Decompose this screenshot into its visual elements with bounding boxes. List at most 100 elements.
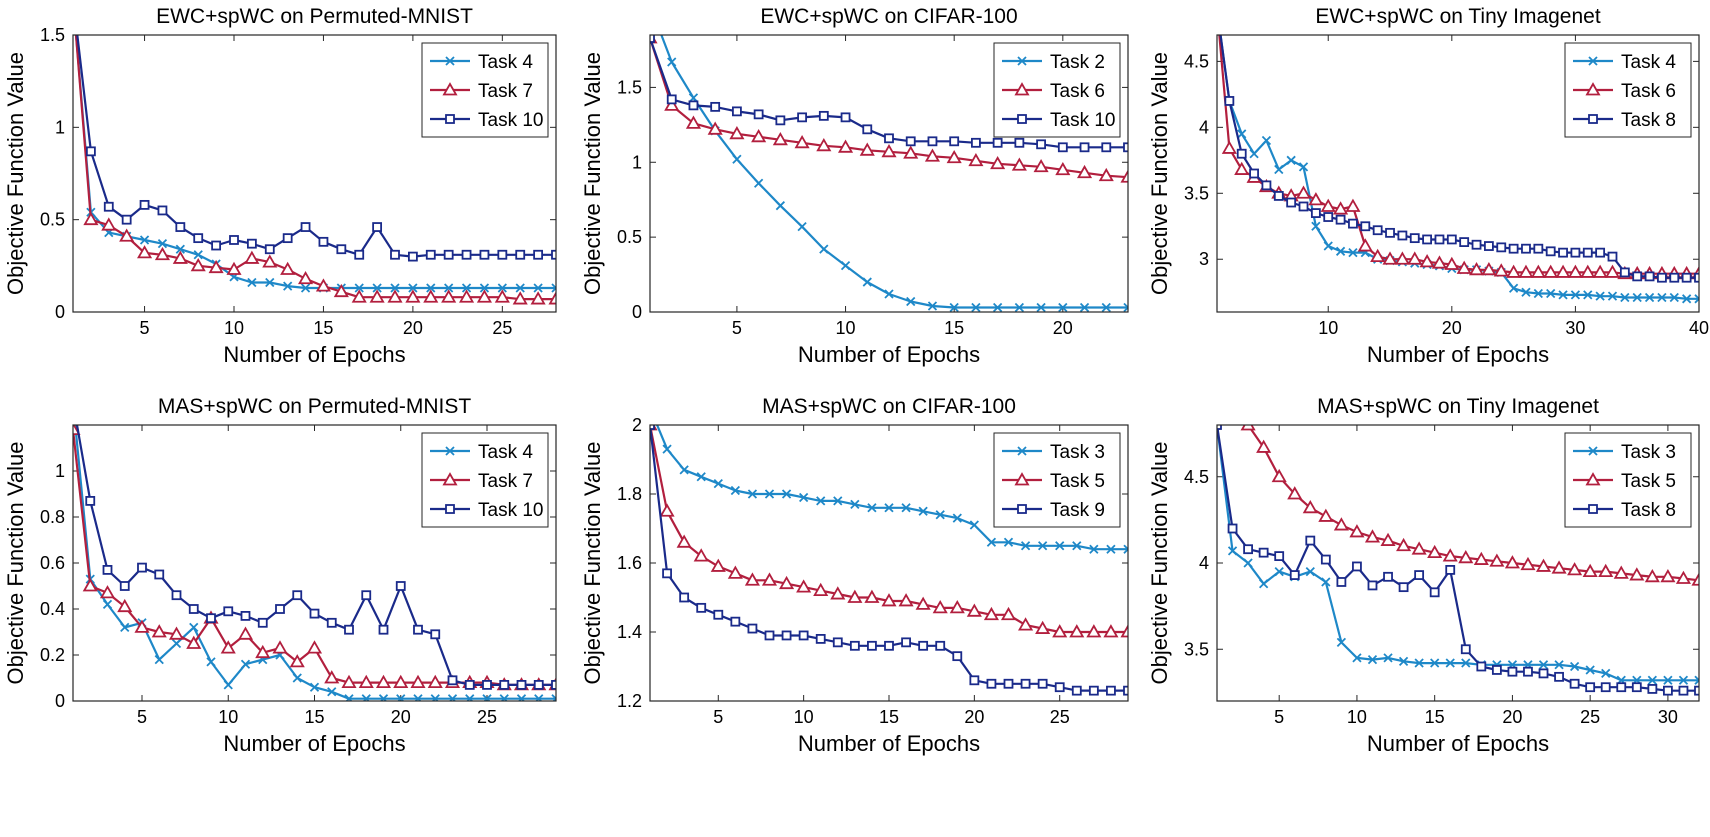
data-point [1508,243,1519,254]
data-point [751,129,767,143]
data-point [309,682,320,692]
data-point [515,249,526,260]
y-tick-label: 0.2 [40,645,65,665]
data-point [375,674,392,688]
legend-marker [442,472,458,486]
data-point [1644,271,1655,282]
data-point [1419,254,1435,268]
data-point [1360,221,1371,232]
data-point [1069,624,1085,638]
data-point [710,101,721,112]
data-point [1476,661,1487,672]
data-point [1669,272,1680,283]
data-point [905,136,916,147]
series-line-1 [74,35,556,290]
x-axis-label: Number of Epochs [798,731,980,756]
data-point [410,674,426,688]
data-point [82,578,98,592]
data-point [103,201,114,212]
data-point [1227,523,1238,534]
data-point [1473,551,1489,565]
data-point [257,617,268,628]
data-point [1445,658,1455,668]
data-point [1020,541,1031,551]
data-point [1101,142,1112,153]
data-point [315,278,331,292]
data-point [168,626,185,640]
data-point [1434,234,1445,245]
data-point [512,291,528,305]
data-point [1507,666,1518,677]
data-point [662,444,672,454]
data-point [551,680,556,690]
data-point [884,133,894,144]
data-point [1644,568,1660,583]
data-point [772,131,788,146]
y-tick-label: 1.4 [617,622,642,642]
x-tick-label: 5 [713,707,723,727]
data-point [796,579,812,593]
x-tick-label: 10 [224,318,244,338]
data-point [351,289,367,303]
data-point [1481,261,1497,276]
data-point [223,680,233,690]
legend-marker [1585,82,1601,96]
y-tick-label: 0.6 [40,553,65,573]
chart-panel-6: MAS+spWC on Tiny Imagenet 5 10 15 20 25 30 3.5 4… [1147,395,1700,756]
data-point [713,609,724,620]
data-point [1431,255,1448,269]
data-point [881,593,897,607]
data-point [533,283,543,293]
data-point [154,569,165,580]
data-point [679,465,689,475]
x-tick-label: 40 [1689,318,1709,338]
legend-marker [1588,446,1598,456]
data-point [264,244,275,255]
data-point [884,640,894,651]
data-point [171,638,182,649]
x-tick-label: 5 [1274,707,1284,727]
data-point [1678,675,1689,685]
x-tick-label: 5 [140,318,150,338]
data-point [272,640,288,654]
x-tick-label: 15 [944,318,964,338]
data-point [551,283,556,293]
data-point [1302,499,1318,514]
data-point [461,283,472,293]
legend-marker [445,114,455,124]
data-point [157,205,168,216]
data-point [171,590,182,601]
data-point [797,222,807,232]
data-point [1518,264,1534,278]
data-point [1286,155,1296,165]
y-tick-label: 4 [1199,553,1209,573]
chart-panel-4: MAS+spWC on Permuted-MNIST 5 10 15 20 25 0 0.2 0… [3,395,557,756]
data-point [1076,164,1093,179]
data-point [862,277,872,287]
data-point [1057,142,1068,153]
data-point [1607,291,1618,301]
data-point [119,228,135,242]
legend-label: Task 8 [1621,110,1676,131]
data-point [781,489,792,499]
data-point [1694,272,1699,283]
data-point [211,240,222,251]
data-point [1383,571,1393,582]
legend-marker [442,82,458,96]
data-point [753,178,764,188]
x-axis-label: Number of Epochs [1367,342,1549,367]
data-point [952,513,962,523]
x-axis-label: Number of Epochs [223,731,405,756]
data-point [949,302,959,312]
data-point [747,489,758,499]
data-point [516,680,527,690]
x-tick-label: 15 [304,707,324,727]
data-point [1323,212,1334,222]
data-point [1607,251,1618,262]
plot-area [73,425,556,701]
data-point [1249,149,1259,159]
data-point [120,622,130,633]
data-point [1444,256,1460,270]
y-tick-label: 2 [632,415,642,435]
